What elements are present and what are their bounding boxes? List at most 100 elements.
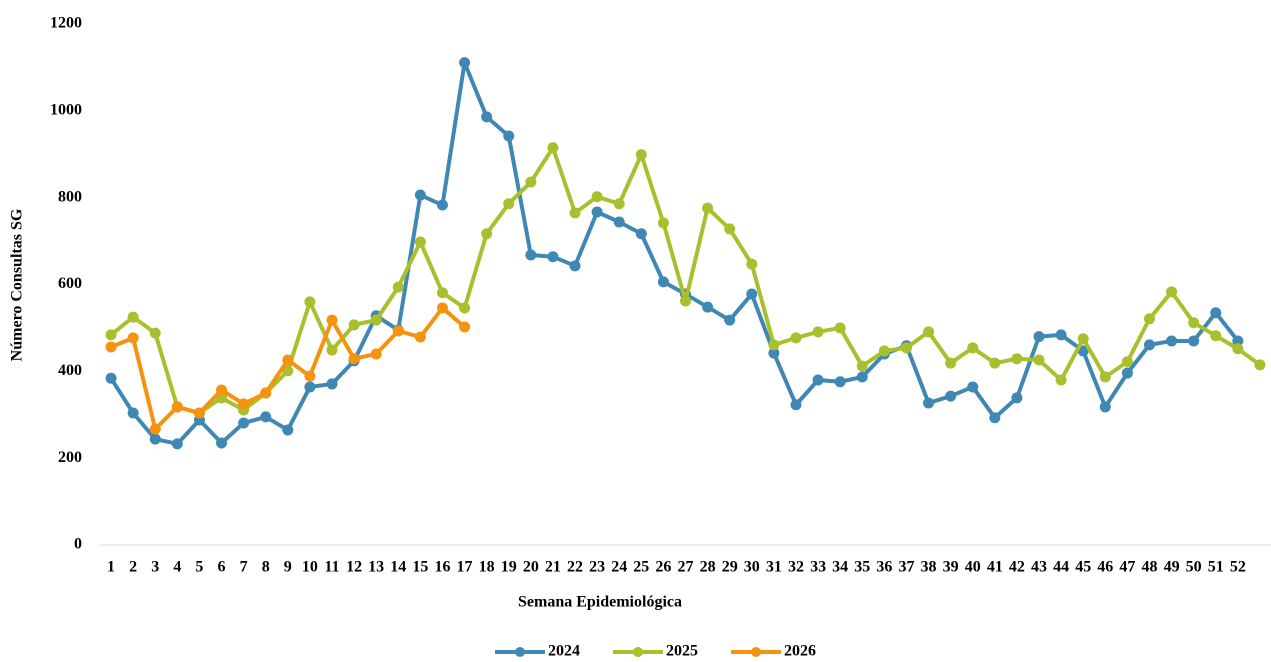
marker — [613, 198, 625, 210]
x-tick-label: 42 — [1009, 559, 1025, 576]
marker — [370, 348, 382, 360]
marker — [459, 302, 471, 314]
x-tick-label: 3 — [151, 559, 159, 576]
x-tick-label: 11 — [324, 559, 339, 576]
x-tick-label: 8 — [262, 559, 270, 576]
x-tick-label: 21 — [545, 559, 561, 576]
x-tick-label: 39 — [943, 559, 959, 576]
marker — [414, 236, 426, 248]
marker — [768, 347, 780, 359]
marker — [657, 217, 669, 229]
line — [109, 60, 1240, 446]
marker — [436, 302, 448, 314]
y-tick-label: 1000 — [50, 102, 82, 119]
x-tick-label: 18 — [479, 559, 495, 576]
x-tick-label: 45 — [1075, 559, 1091, 576]
marker — [746, 288, 758, 300]
marker — [746, 258, 758, 270]
marker — [304, 370, 316, 382]
x-tick-label: 5 — [195, 559, 203, 576]
marker — [171, 401, 183, 413]
x-axis-title: Semana Epidemiológica — [518, 594, 682, 611]
y-tick-label: 800 — [58, 188, 82, 205]
x-tick-label: 34 — [832, 559, 848, 576]
x-tick-label: 47 — [1119, 559, 1135, 576]
marker — [812, 326, 824, 338]
x-tick-label: 35 — [854, 559, 870, 576]
x-tick-label: 26 — [655, 559, 671, 576]
x-tick-label: 31 — [766, 559, 782, 576]
marker — [967, 381, 979, 393]
marker — [216, 384, 228, 396]
marker — [414, 189, 426, 201]
x-tick-label: 1 — [107, 559, 115, 576]
marker — [1143, 313, 1155, 325]
marker — [282, 354, 294, 366]
series — [105, 57, 1244, 450]
y-tick-label: 1200 — [50, 15, 82, 32]
marker — [525, 249, 537, 261]
marker — [238, 398, 250, 410]
marker — [856, 360, 868, 372]
marker — [1188, 335, 1200, 347]
x-tick-label: 46 — [1097, 559, 1113, 576]
marker — [392, 281, 404, 293]
marker — [1077, 345, 1089, 357]
marker — [260, 387, 272, 399]
marker — [348, 353, 360, 365]
x-tick-label: 49 — [1164, 559, 1180, 576]
x-tick-label: 28 — [700, 559, 716, 576]
marker — [326, 378, 338, 390]
marker — [790, 332, 802, 344]
marker — [1166, 335, 1178, 347]
marker — [326, 344, 338, 356]
marker — [834, 322, 846, 334]
marker — [591, 191, 603, 203]
legend-marker — [751, 647, 761, 657]
marker — [436, 199, 448, 211]
marker — [1055, 374, 1067, 386]
marker — [923, 397, 935, 409]
marker — [260, 411, 272, 423]
marker — [635, 149, 647, 161]
marker — [591, 206, 603, 218]
x-tick-label: 51 — [1208, 559, 1224, 576]
marker — [1033, 331, 1045, 343]
marker — [768, 339, 780, 351]
legend-marker — [633, 647, 643, 657]
x-tick-label: 9 — [284, 559, 292, 576]
x-tick-label: 12 — [346, 559, 362, 576]
legend-label: 2024 — [548, 643, 580, 660]
legend-marker — [515, 647, 525, 657]
marker — [1011, 353, 1023, 365]
x-tick-label: 10 — [302, 559, 318, 576]
marker — [680, 295, 691, 307]
marker — [304, 296, 316, 308]
marker — [1055, 329, 1067, 341]
marker — [1254, 359, 1266, 371]
y-tick-label: 400 — [58, 362, 82, 379]
x-tick-label: 44 — [1053, 559, 1069, 576]
marker — [105, 372, 117, 384]
x-tick-label: 38 — [921, 559, 937, 576]
marker — [702, 301, 714, 313]
legend-label: 2026 — [784, 643, 816, 660]
x-tick-label: 7 — [240, 559, 248, 576]
marker — [1011, 392, 1023, 404]
marker — [127, 332, 139, 344]
x-tick-label: 33 — [810, 559, 826, 576]
x-tick-label: 36 — [876, 559, 892, 576]
x-tick-label: 32 — [788, 559, 804, 576]
marker — [503, 130, 515, 142]
y-tick-label: 0 — [74, 536, 82, 553]
x-tick-label: 14 — [390, 559, 406, 576]
marker — [724, 223, 736, 235]
marker — [127, 311, 139, 323]
marker — [105, 341, 117, 353]
marker — [569, 207, 581, 219]
marker — [149, 423, 161, 435]
marker — [149, 433, 161, 445]
marker — [1121, 367, 1133, 379]
marker — [1121, 356, 1133, 368]
